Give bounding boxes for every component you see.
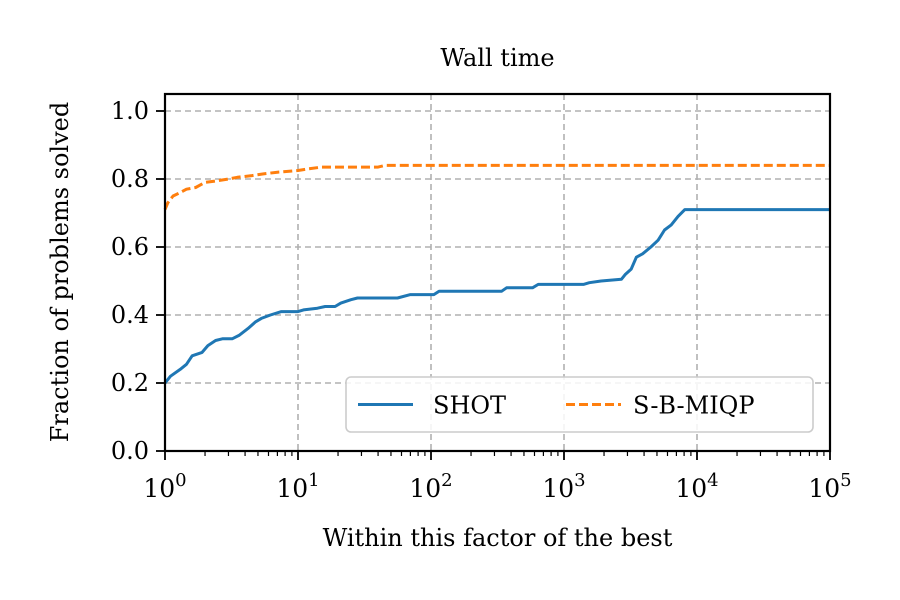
series-line-s-b-miqp <box>163 163 830 211</box>
x-axis-label: Within this factor of the best <box>323 524 673 552</box>
plot-frame <box>163 92 832 453</box>
x-tick-label-base: 10 <box>675 474 707 503</box>
x-tick-label-base: 10 <box>808 474 840 503</box>
x-tick-label-exponent: 1 <box>308 470 319 491</box>
x-tick-label: 102 <box>409 470 452 503</box>
chart-title: Wall time <box>440 44 554 72</box>
x-tick-label: 104 <box>675 470 718 503</box>
x-tick-label: 100 <box>143 470 186 503</box>
legend-label: S-B-MIQP <box>633 392 755 420</box>
y-tick-label: 0.6 <box>111 233 149 261</box>
series-layer <box>163 163 830 384</box>
x-tick-label-exponent: 2 <box>441 470 452 491</box>
x-tick-label-base: 10 <box>143 474 175 503</box>
x-tick-label-base: 10 <box>276 474 308 503</box>
x-tick-label: 105 <box>808 470 851 503</box>
legend-label: SHOT <box>433 392 506 420</box>
x-tick-label-exponent: 3 <box>574 470 585 491</box>
x-tick-label-exponent: 5 <box>840 470 851 491</box>
y-axis-label: Fraction of problems solved <box>46 102 74 443</box>
y-tick-label: 0.0 <box>111 437 149 465</box>
y-tick-label: 0.8 <box>111 165 149 193</box>
legend: SHOT S-B-MIQP <box>345 376 814 433</box>
x-tick-label: 101 <box>276 470 319 503</box>
x-tick-label-exponent: 0 <box>175 470 186 491</box>
x-tick-label-exponent: 4 <box>707 470 718 491</box>
y-tick-label: 1.0 <box>111 97 149 125</box>
series-line-shot <box>163 208 830 384</box>
y-tick-label: 0.4 <box>111 301 149 329</box>
x-tick-label-base: 10 <box>542 474 574 503</box>
x-tick-label: 103 <box>542 470 585 503</box>
y-tick-label: 0.2 <box>111 369 149 397</box>
x-tick-label-base: 10 <box>409 474 441 503</box>
